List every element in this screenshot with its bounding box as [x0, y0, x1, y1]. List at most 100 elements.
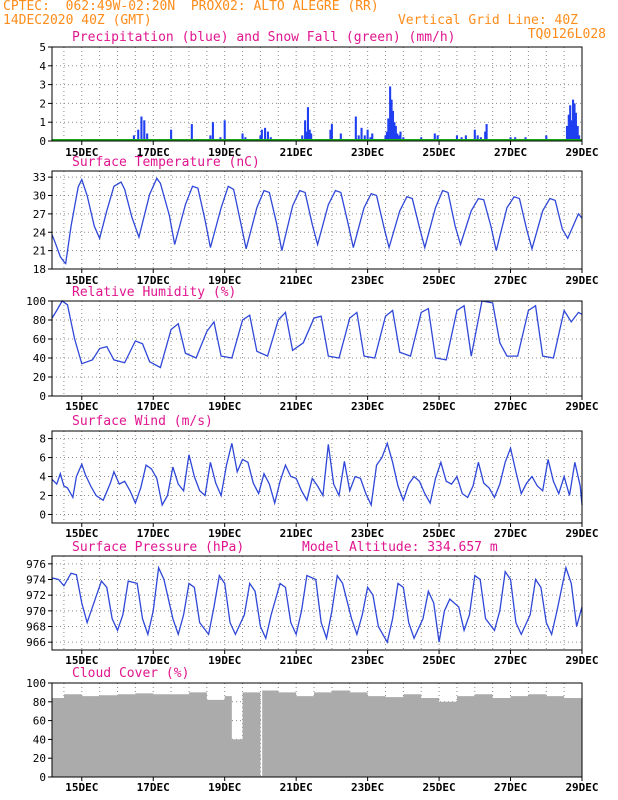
panel-1: 18 21 24 27 30 33 15DEC 17DEC 19DEC 21DEC 23DEC 25D…	[33, 155, 599, 287]
y-tick-label: 40	[33, 352, 46, 365]
precip-bar	[396, 133, 399, 141]
x-tick-label: 25DEC	[423, 654, 456, 667]
panel-0: 0 1 2 3 4 5 15DEC 17DEC 19DEC 21DEC 23DEC 25DEC 27DE…	[39, 30, 598, 159]
y-tick-label: 1	[39, 116, 46, 129]
precip-bar	[391, 110, 395, 141]
precip-bar	[137, 129, 140, 141]
plot-frame	[51, 555, 583, 651]
x-tick-label: 25DEC	[423, 527, 456, 540]
precip-bar	[484, 131, 487, 141]
precip-bar	[330, 124, 333, 141]
y-tick-label: 40	[33, 733, 46, 746]
x-tick-label: 27DEC	[494, 274, 527, 287]
y-tick-label: 4	[39, 471, 46, 484]
y-tick-label: 4	[39, 60, 46, 73]
x-tick-label: 19DEC	[208, 781, 241, 794]
y-tick-label: 0	[39, 135, 46, 148]
precip-bar	[360, 127, 363, 141]
x-tick-label: 15DEC	[65, 654, 98, 667]
y-tick-label: 33	[33, 171, 46, 184]
header-grid-line: Vertical Grid Line: 40Z	[397, 13, 578, 28]
y-tick-label: 970	[26, 605, 46, 618]
model-altitude: Model Altitude: 334.657 m	[302, 540, 498, 555]
precip-bar	[384, 135, 387, 141]
y-tick-label: 966	[26, 636, 46, 649]
precip-bar	[455, 135, 458, 141]
x-tick-label: 15DEC	[65, 146, 98, 159]
precip-bar	[209, 135, 212, 141]
precip-bar	[301, 135, 304, 141]
y-tick-label: 6	[39, 452, 46, 465]
x-tick-label: 29DEC	[565, 400, 598, 413]
x-tick-label: 21DEC	[280, 146, 313, 159]
precip-bar	[259, 135, 262, 141]
precip-bar	[389, 86, 392, 141]
x-tick-label: 27DEC	[494, 146, 527, 159]
x-tick-label: 15DEC	[65, 400, 98, 413]
y-tick-label: 976	[26, 558, 46, 571]
x-tick-label: 21DEC	[280, 400, 313, 413]
panel-title: Surface Temperature (nC)	[72, 155, 260, 170]
y-tick-label: 24	[33, 226, 47, 239]
plot-frame	[51, 170, 583, 270]
precip-bar	[190, 124, 193, 141]
x-tick-label: 29DEC	[565, 274, 598, 287]
precip-bar	[385, 131, 388, 141]
precip-bar	[569, 105, 572, 141]
x-tick-label: 27DEC	[494, 527, 527, 540]
x-tick-label: 27DEC	[494, 781, 527, 794]
y-tick-label: 2	[39, 97, 46, 110]
precip-bar	[310, 133, 313, 141]
precip-bar	[211, 122, 214, 141]
y-tick-label: 100	[26, 295, 46, 308]
panel-title: Cloud Cover (%)	[72, 666, 189, 681]
y-tick-label: 60	[33, 333, 46, 346]
series-line	[51, 300, 583, 369]
precip-bar	[371, 133, 374, 141]
x-tick-label: 17DEC	[137, 274, 170, 287]
precip-bar	[143, 120, 146, 141]
panel-4: 966 968 970 972 974 976 15DEC 17DEC 19DEC 21DEC 23…	[26, 540, 598, 667]
y-tick-label: 20	[33, 752, 46, 765]
precip-bar	[574, 112, 577, 141]
precip-bar	[573, 103, 576, 141]
precip-bar	[354, 116, 357, 141]
panel-2: 0 20 40 60 80 100 15DEC 17DEC 19DEC 21DEC 23DEC 25D…	[26, 285, 598, 413]
precip-bar	[464, 135, 467, 141]
precip-bar	[476, 135, 479, 141]
x-tick-label: 21DEC	[280, 781, 313, 794]
precip-bar	[306, 107, 309, 141]
precip-bar	[576, 125, 579, 141]
x-tick-label: 29DEC	[565, 146, 598, 159]
y-tick-label: 80	[33, 696, 46, 709]
y-tick-label: 0	[39, 508, 46, 521]
precip-bar	[433, 133, 436, 141]
series-line	[51, 565, 583, 644]
panel-title: Surface Pressure (hPa)	[72, 540, 244, 555]
precip-bar	[565, 125, 569, 141]
y-tick-label: 8	[39, 433, 46, 446]
precip-bar	[387, 118, 390, 141]
panel-3: 0 2 4 6 8 15DEC 17DEC 19DEC 21DEC 23DEC 25DEC 27DEC…	[39, 414, 598, 540]
precip-bar	[260, 129, 263, 141]
series-line	[51, 441, 583, 508]
y-tick-label: 974	[26, 574, 46, 587]
panel-title: Relative Humidity (%)	[72, 285, 236, 300]
precip-bar	[264, 127, 267, 141]
precip-bar	[132, 135, 135, 141]
y-tick-label: 30	[33, 190, 46, 203]
x-tick-label: 27DEC	[494, 654, 527, 667]
header-model-id: TQ0126L028	[527, 27, 606, 42]
y-tick-label: 0	[39, 390, 46, 403]
x-tick-label: 19DEC	[208, 274, 241, 287]
precip-bar	[390, 99, 393, 141]
x-tick-label: 17DEC	[137, 781, 170, 794]
precip-bar	[266, 131, 269, 141]
x-tick-label: 23DEC	[351, 527, 384, 540]
x-tick-label: 23DEC	[351, 146, 384, 159]
x-tick-label: 23DEC	[351, 654, 384, 667]
x-tick-label: 29DEC	[565, 527, 598, 540]
precip-bar	[170, 129, 173, 141]
x-tick-label: 25DEC	[423, 146, 456, 159]
